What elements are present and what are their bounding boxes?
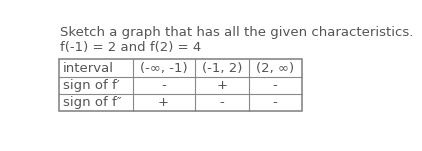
Text: -: - [273, 96, 278, 109]
Text: Sketch a graph that has all the given characteristics.: Sketch a graph that has all the given ch… [60, 26, 414, 39]
Text: sign of f′: sign of f′ [63, 79, 119, 92]
Bar [59, 59, 302, 111]
Text: (2, ∞): (2, ∞) [256, 62, 294, 75]
Text: (-∞, -1): (-∞, -1) [140, 62, 187, 75]
Text: +: + [216, 79, 227, 92]
Text: +: + [158, 96, 169, 109]
Text: -: - [219, 96, 224, 109]
Text: (-1, 2): (-1, 2) [202, 62, 242, 75]
Text: -: - [273, 79, 278, 92]
Text: -: - [161, 79, 166, 92]
Text: interval: interval [63, 62, 114, 75]
Text: sign of f″: sign of f″ [63, 96, 122, 109]
Text: f(-1) = 2 and f(2) = 4: f(-1) = 2 and f(2) = 4 [60, 41, 202, 54]
